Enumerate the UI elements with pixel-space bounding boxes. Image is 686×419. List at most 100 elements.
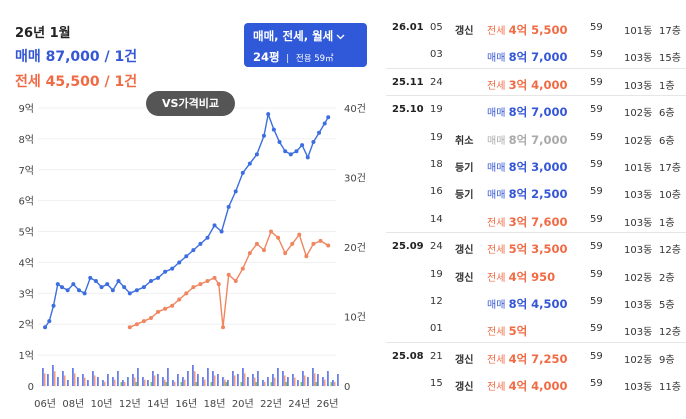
volume-bar [272,374,274,386]
transaction-row[interactable]: 26.01 05 갱신 59 101동 17층 전세 4억 5,500 [386,14,686,40]
volume-bar [332,380,334,386]
row-flag: 갱신 [455,26,474,37]
vs-compare-button[interactable]: VS가격비교 [146,91,235,116]
row-floor: 12층 [659,245,681,257]
sale-point [266,112,271,117]
jeonse-point [276,235,281,240]
volume-bar [337,374,339,386]
sale-point [240,170,245,175]
volume-bar [184,379,186,386]
y2-tick-label: 20건 [344,242,366,254]
sale-point [219,229,224,234]
transaction-row[interactable]: 19 취소 59 102동 6층 매매 8억 7,000 [386,124,686,150]
transaction-row[interactable]: 25.10 19 59 102동 6층 매매 8억 7,000 [386,96,686,122]
row-type: 전세 [487,327,509,339]
volume-bar [192,365,194,386]
transaction-row[interactable]: 18 등기 59 101동 17층 매매 8억 3,000 [386,151,686,177]
volume-bar [42,368,44,386]
sale-point [212,223,217,228]
volume-bar [62,371,64,386]
transaction-row[interactable]: 25.09 24 갱신 59 103동 12층 전세 5억 3,500 [386,233,686,259]
row-type-price: 매매 8억 7,000 [487,104,568,120]
volume-bar [144,379,146,386]
sale-point [76,288,81,293]
sale-point [163,269,168,274]
row-area: 59 [590,241,603,253]
row-year-month: 25.11 [392,76,424,88]
sale-point [184,254,189,259]
jeonse-point [318,238,323,243]
jeonse-point [216,282,221,287]
transaction-row[interactable]: 25.11 24 59 103동 1층 전세 3억 4,000 [386,69,686,95]
transaction-row[interactable]: 03 59 103동 15층 매매 8억 7,000 [386,41,686,67]
sale-point [55,282,60,287]
volume-bar [127,377,129,386]
sale-point [43,325,48,330]
volume-bar [150,382,152,386]
x-tick-label: 08년 [62,398,84,410]
row-type: 매매 [487,190,509,202]
row-dong: 103동 [624,217,653,229]
row-price: 4억 950 [508,269,556,284]
summary-sale: 매매 87,000 / 1건 [15,49,138,65]
y-tick-label: 7억 [18,165,34,177]
sale-point [271,127,276,132]
row-day: 01 [430,323,443,335]
volume-bar [177,374,179,386]
transaction-row[interactable]: 25.08 21 갱신 59 102동 9층 전세 4억 7,250 [386,343,686,369]
transaction-row[interactable]: 15 갱신 59 103동 11층 전세 4억 4,000 [386,370,686,396]
volume-bar [214,375,216,386]
row-price: 4억 7,250 [508,351,568,366]
x-tick-label: 20년 [232,398,254,410]
sale-point [127,291,132,296]
transaction-row[interactable]: 19 갱신 59 102동 2층 전세 4억 950 [386,261,686,287]
row-price: 8억 7,000 [508,105,568,120]
row-day: 16 [430,186,443,198]
month-separator [386,232,686,234]
volume-bar [202,377,204,386]
sale-point [71,282,76,287]
sale-point [82,291,87,296]
row-floor: 9층 [659,354,675,366]
jeonse-point [198,282,203,287]
sale-point [105,282,110,287]
transaction-row[interactable]: 01 59 103동 12층 전세 5억 [386,315,686,341]
row-dong: 102동 [624,108,653,120]
y2-tick-label: 0 [344,382,350,393]
transaction-row[interactable]: 14 59 103동 1층 전세 3억 7,600 [386,206,686,232]
transaction-row[interactable]: 16 등기 59 103동 10층 매매 8억 2,500 [386,178,686,204]
jeonse-point [205,278,210,283]
transaction-list: 26.01 05 갱신 59 101동 17층 전세 4억 5,500 03 59 103동 15층… [386,0,686,419]
volume-bar [112,377,114,386]
row-floor: 6층 [659,135,675,147]
sale-point [283,149,288,154]
volume-bar [84,377,86,386]
sale-point [317,130,322,135]
row-dong: 102동 [624,135,653,147]
sale-point [322,121,327,126]
row-type: 매매 [487,108,509,120]
transaction-row[interactable]: 12 59 103동 5층 매매 8억 4,500 [386,288,686,314]
sale-point [191,248,196,253]
row-type: 전세 [487,354,509,366]
volume-bar [195,382,197,386]
filter-area: 전용 59㎡ [295,54,334,64]
volume-bar [187,371,189,386]
volume-bar [154,375,156,386]
volume-bar [172,380,174,386]
jeonse-point [326,243,331,248]
sale-point [311,139,316,144]
filter-dropdown[interactable]: 매매, 전세, 월세 24평 | 전용 59㎡ [244,23,367,67]
volume-bar [294,377,296,386]
row-day: 24 [430,76,443,88]
volume-bar [297,380,299,386]
row-price: 5억 3,500 [508,242,568,257]
row-dong: 102동 [624,272,653,284]
row-area: 59 [590,268,603,280]
y-tick-label: 3억 [18,288,34,300]
row-type: 전세 [487,217,509,229]
month-separator [386,67,686,69]
row-floor: 1층 [659,80,675,92]
volume-bar [277,368,279,386]
volume-bar [324,379,326,386]
